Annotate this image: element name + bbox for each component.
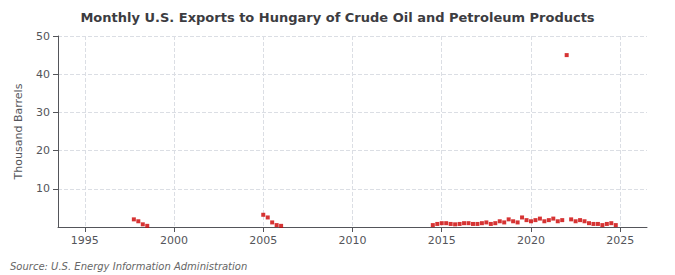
svg-text:2020: 2020 — [517, 234, 545, 247]
svg-text:Source: U.S. Energy Informatio: Source: U.S. Energy Information Administ… — [10, 261, 247, 272]
svg-text:2015: 2015 — [428, 234, 456, 247]
svg-text:2010: 2010 — [339, 234, 367, 247]
svg-text:2005: 2005 — [249, 234, 277, 247]
svg-text:2000: 2000 — [160, 234, 188, 247]
svg-text:10: 10 — [36, 182, 50, 195]
svg-text:Monthly U.S. Exports to Hungar: Monthly U.S. Exports to Hungary of Crude… — [80, 10, 594, 25]
svg-text:20: 20 — [36, 144, 50, 157]
svg-text:1995: 1995 — [71, 234, 99, 247]
svg-text:30: 30 — [36, 106, 50, 119]
svg-text:2025: 2025 — [606, 234, 634, 247]
svg-text:Thousand Barrels: Thousand Barrels — [12, 83, 25, 180]
svg-text:40: 40 — [36, 68, 50, 81]
svg-text:50: 50 — [36, 30, 50, 43]
